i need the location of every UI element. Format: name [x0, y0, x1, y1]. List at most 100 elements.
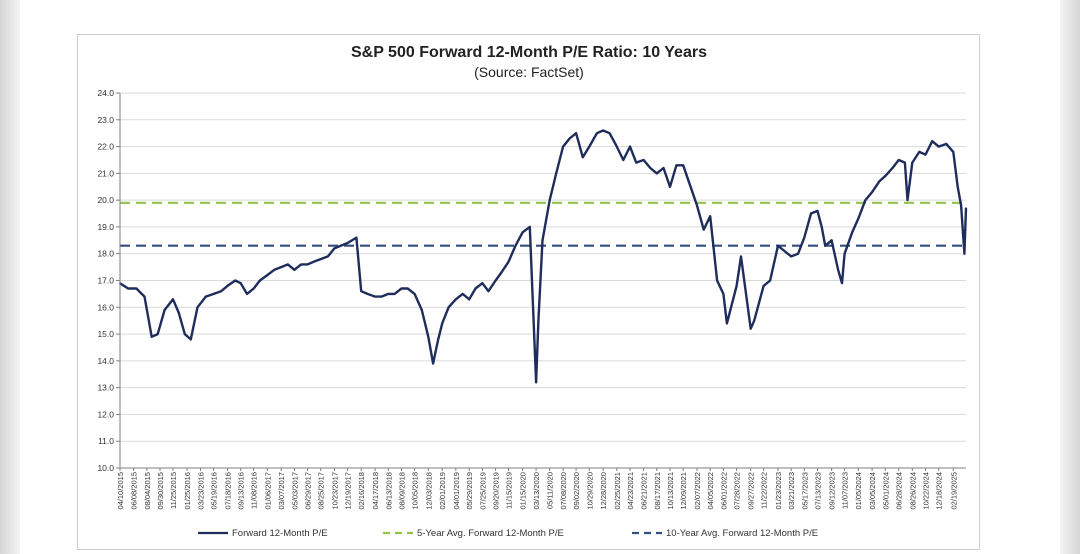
forward-pe-point	[226, 284, 229, 287]
y-tick-label: 14.0	[97, 356, 114, 366]
x-tick-label: 12/18/2024	[935, 472, 944, 510]
x-tick-label: 05/11/2020	[546, 472, 555, 509]
x-tick-label: 05/19/2016	[210, 472, 219, 510]
x-tick-label: 04/05/2022	[706, 472, 715, 510]
x-tick-label: 04/10/2015	[116, 472, 125, 510]
forward-pe-point	[432, 362, 435, 365]
forward-pe-point	[406, 287, 409, 290]
forward-pe-point	[355, 236, 358, 239]
x-tick-label: 01/05/2024	[854, 472, 863, 510]
forward-pe-point	[769, 279, 772, 282]
forward-pe-point	[581, 156, 584, 159]
y-tick-label: 17.0	[97, 276, 114, 286]
x-tick-label: 09/12/2023	[828, 472, 837, 510]
forward-pe-point	[931, 140, 934, 143]
forward-pe-point	[212, 292, 215, 295]
forward-pe-point	[749, 327, 752, 330]
forward-pe-point	[803, 236, 806, 239]
x-tick-label: 12/28/2020	[599, 472, 608, 510]
y-tick-label: 21.0	[97, 168, 114, 178]
x-tick-label: 01/25/2016	[183, 472, 192, 510]
forward-pe-point	[568, 137, 571, 140]
x-tick-label: 02/25/2021	[613, 472, 622, 510]
y-tick-label: 23.0	[97, 115, 114, 125]
forward-pe-point	[945, 142, 948, 145]
y-tick-label: 22.0	[97, 142, 114, 152]
forward-pe-point	[252, 287, 255, 290]
forward-pe-point	[196, 306, 199, 309]
forward-pe-point	[143, 295, 146, 298]
forward-pe-point	[952, 151, 955, 153]
x-tick-label: 03/23/2016	[196, 472, 205, 510]
forward-pe-point	[393, 292, 396, 295]
forward-pe-point	[629, 145, 631, 148]
forward-pe-point	[790, 255, 793, 258]
forward-pe-point	[662, 167, 665, 169]
forward-pe-point	[824, 244, 827, 247]
forward-pe-point	[380, 295, 383, 298]
x-tick-label: 01/06/2017	[263, 472, 272, 510]
forward-pe-point	[649, 167, 652, 169]
forward-pe-series-line	[119, 129, 968, 384]
forward-pe-point	[884, 175, 887, 177]
x-tick-label: 07/08/2020	[559, 472, 568, 510]
x-tick-label: 10/05/2018	[411, 472, 420, 510]
x-tick-label: 03/13/2020	[532, 472, 541, 510]
forward-pe-point	[548, 199, 551, 202]
forward-pe-point	[622, 159, 625, 161]
forward-pe-point	[135, 287, 138, 290]
forward-pe-point	[918, 151, 921, 153]
axes	[119, 93, 966, 469]
forward-pe-point	[514, 244, 517, 247]
forward-pe-point	[374, 295, 376, 298]
left-edge-shadow	[0, 0, 20, 554]
x-tick-label: 08/25/2017	[317, 472, 326, 510]
y-tick-label: 12.0	[97, 409, 114, 419]
x-tick-label: 11/07/2023	[841, 472, 850, 509]
x-tick-label: 10/22/2024	[922, 472, 931, 510]
forward-pe-point	[220, 290, 222, 293]
forward-pe-point	[521, 231, 524, 234]
y-tick-label: 20.0	[97, 195, 114, 205]
x-tick-label: 09/27/2022	[747, 472, 756, 510]
legend-ten-year-average-label: 10-Year Avg. Forward 12-Month P/E	[666, 528, 818, 539]
x-tick-label: 02/16/2018	[357, 472, 366, 510]
forward-pe-point	[427, 335, 430, 338]
forward-pe-point	[722, 292, 725, 295]
x-axis-ticks: 04/10/2015 06/08/2015 08/04/2015 09/30/2015…	[116, 468, 958, 510]
x-tick-label: 09/30/2015	[156, 472, 165, 510]
forward-pe-point	[595, 132, 598, 135]
forward-pe-point	[312, 260, 315, 263]
chart-title: S&P 500 Forward 12-Month P/E Ratio: 10 Y…	[351, 44, 707, 61]
forward-pe-point	[575, 132, 577, 135]
forward-pe-point	[507, 260, 510, 263]
forward-pe-point	[306, 263, 309, 266]
forward-pe-point	[437, 338, 440, 341]
forward-pe-point	[494, 279, 497, 282]
forward-pe-point	[555, 172, 558, 175]
y-tick-label: 15.0	[97, 329, 114, 339]
forward-pe-point	[327, 255, 329, 258]
forward-pe-point	[163, 309, 166, 311]
forward-pe-point	[716, 279, 719, 282]
x-tick-label: 12/03/2018	[424, 472, 433, 510]
forward-pe-point	[234, 279, 237, 282]
forward-pe-point	[615, 145, 618, 148]
forward-pe-point	[891, 167, 894, 169]
forward-pe-point	[682, 164, 685, 167]
forward-pe-point	[735, 284, 738, 287]
forward-pe-point	[762, 284, 765, 287]
forward-pe-point	[360, 290, 363, 293]
y-axis-ticks: 10.0 11.0 12.0 13.0 14.0 15.0 16.0 17.0 18.0 19.0…	[97, 88, 120, 473]
y-tick-label: 10.0	[97, 463, 114, 473]
x-tick-label: 08/17/2021	[653, 472, 662, 510]
forward-pe-point	[588, 145, 591, 148]
x-tick-label: 11/22/2022	[760, 472, 769, 509]
x-tick-label: 07/28/2022	[733, 472, 742, 510]
x-tick-label: 06/28/2024	[895, 472, 904, 510]
right-edge-shadow	[1060, 0, 1080, 554]
forward-pe-point	[965, 207, 967, 210]
forward-pe-point	[602, 129, 605, 132]
forward-pe-point	[906, 199, 909, 202]
forward-pe-point	[481, 282, 484, 285]
